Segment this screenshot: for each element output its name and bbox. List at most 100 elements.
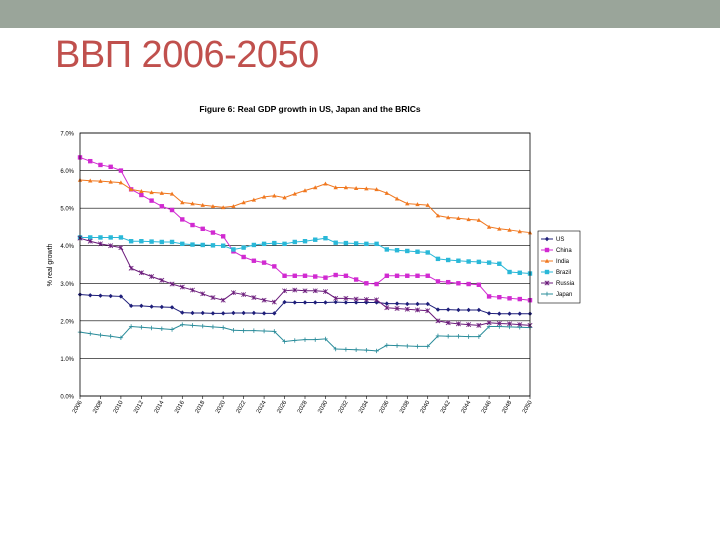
y-tick-label: 2.0%	[60, 319, 74, 325]
legend-label: India	[556, 259, 570, 265]
data-point	[220, 311, 226, 316]
data-point	[435, 213, 441, 218]
data-point	[312, 288, 318, 294]
data-point	[456, 216, 461, 221]
data-point	[394, 248, 400, 253]
data-point	[353, 296, 359, 302]
data-point	[364, 241, 369, 247]
legend-box	[537, 230, 581, 304]
data-point	[128, 187, 134, 192]
data-point	[159, 277, 165, 283]
data-point	[108, 235, 113, 240]
data-point	[466, 217, 471, 222]
x-tick-label: 2030	[317, 399, 329, 414]
data-point	[313, 185, 318, 190]
data-point	[261, 311, 267, 316]
data-point	[108, 179, 113, 184]
series-line-china	[79, 156, 531, 301]
data-point	[180, 217, 185, 222]
data-point	[251, 197, 257, 202]
data-point	[322, 289, 328, 295]
data-point	[394, 273, 400, 278]
data-point	[313, 274, 318, 279]
data-point	[455, 321, 461, 327]
data-point	[251, 242, 257, 248]
data-point	[374, 281, 379, 287]
data-point	[323, 336, 328, 342]
data-point	[108, 243, 114, 249]
data-point	[374, 187, 379, 192]
series-india	[77, 177, 533, 235]
data-point	[190, 201, 195, 206]
data-point	[313, 237, 318, 242]
data-point	[272, 311, 277, 316]
data-point	[292, 287, 298, 293]
data-point	[88, 235, 93, 240]
data-point	[149, 325, 154, 331]
data-point	[241, 310, 246, 316]
data-point	[210, 204, 216, 209]
data-point	[497, 324, 502, 329]
x-tick-label: 2020	[215, 399, 227, 414]
x-tick-label: 2044	[460, 399, 472, 414]
x-tick-label: 2018	[195, 399, 207, 414]
data-point	[241, 328, 246, 333]
y-tick-label: 5.0%	[60, 207, 74, 213]
data-point	[486, 294, 492, 299]
x-tick-label: 2024	[256, 399, 268, 414]
data-point	[220, 297, 226, 303]
data-point	[261, 241, 267, 247]
data-point	[210, 295, 216, 301]
data-point	[435, 256, 441, 262]
data-point	[333, 272, 338, 278]
data-point	[108, 334, 113, 339]
data-point	[507, 227, 512, 232]
data-point	[98, 162, 103, 168]
data-point	[497, 311, 502, 316]
data-point	[149, 198, 154, 203]
data-point	[241, 245, 246, 250]
data-point	[517, 270, 522, 275]
data-point	[271, 299, 277, 305]
data-point	[179, 284, 185, 290]
y-tick-label: 4.0%	[60, 244, 74, 250]
data-point	[435, 307, 441, 312]
data-point	[190, 323, 195, 328]
data-point	[517, 229, 522, 234]
data-point	[466, 307, 471, 313]
data-point	[323, 300, 328, 305]
data-point	[405, 248, 410, 254]
data-point	[333, 299, 338, 305]
x-tick-label: 2022	[235, 399, 247, 414]
data-point	[415, 273, 420, 278]
data-point	[353, 186, 359, 190]
series-china	[77, 155, 533, 303]
data-point	[302, 288, 308, 294]
data-point	[476, 334, 482, 339]
data-point	[169, 207, 175, 213]
x-tick-label: 2036	[379, 399, 391, 414]
data-point	[544, 247, 550, 253]
data-point	[159, 326, 165, 331]
data-point	[241, 292, 247, 298]
data-point	[190, 242, 195, 247]
data-point	[486, 324, 492, 329]
data-point	[118, 235, 124, 240]
data-point	[456, 307, 461, 313]
data-point	[507, 324, 512, 330]
data-point	[374, 297, 380, 303]
x-tick-label: 2050	[522, 399, 534, 414]
data-point	[190, 222, 195, 228]
data-point	[384, 301, 390, 306]
data-point	[272, 193, 277, 198]
data-point	[97, 241, 103, 247]
data-point	[323, 236, 328, 241]
data-point	[139, 303, 144, 309]
data-point	[343, 240, 349, 246]
data-point	[88, 331, 93, 336]
data-point	[425, 273, 430, 278]
data-point	[435, 279, 441, 284]
x-tick-label: 2040	[420, 399, 432, 414]
data-point	[323, 181, 328, 186]
data-point	[98, 332, 103, 338]
